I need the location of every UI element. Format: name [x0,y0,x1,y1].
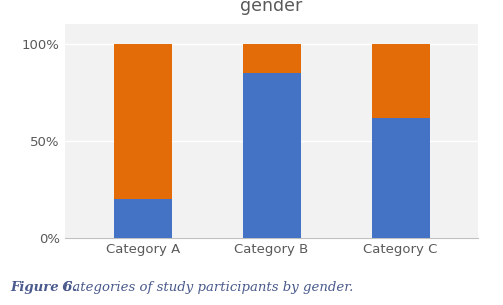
Bar [372,117,430,238]
Text: Categories of study participants by gender.: Categories of study participants by gend… [58,281,353,294]
Bar [114,44,172,199]
Bar [242,44,301,73]
Bar [372,44,430,117]
Text: Figure 6.: Figure 6. [10,281,77,294]
Bar [242,73,301,238]
Bar [114,199,172,238]
Title: Categories of study participants by
gender: Categories of study participants by gend… [118,0,425,15]
